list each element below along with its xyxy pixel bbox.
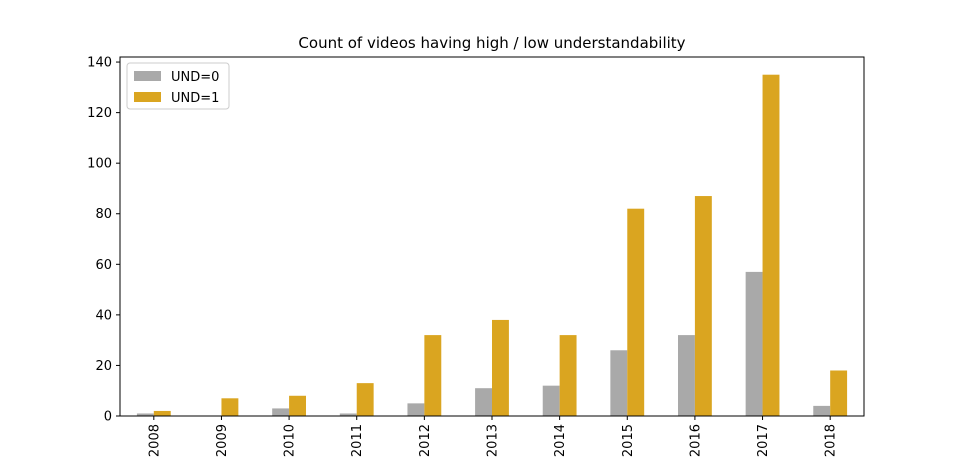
- bar-und-1-2009: [221, 398, 239, 416]
- x-tick-label: 2011: [350, 424, 365, 457]
- bar-und-1-2008: [153, 410, 171, 416]
- bar-und-1-2015: [627, 208, 645, 416]
- x-tick-label: 2009: [215, 424, 230, 457]
- bar-und-0-2018: [813, 405, 831, 416]
- bar-und-0-2015: [610, 350, 628, 416]
- legend-swatch: [134, 71, 161, 81]
- legend-label: UND=1: [171, 91, 219, 106]
- bar-und-1-2016: [694, 196, 712, 416]
- x-tick-label: 2014: [553, 424, 568, 457]
- bar-und-1-2013: [492, 319, 509, 416]
- x-axis: 2008 2009 2010 2011 2012 2013 2014 2015 2016 2017…: [147, 416, 839, 457]
- x-tick-label: 2012: [418, 424, 433, 457]
- x-tick-label: 2008: [147, 424, 162, 457]
- chart-title: Count of videos having high / low unders…: [298, 34, 685, 52]
- x-tick-label: 2017: [756, 424, 771, 457]
- y-tick-label: 0: [104, 410, 112, 425]
- x-tick-label: 2013: [486, 424, 501, 457]
- y-tick-label: 20: [95, 359, 112, 374]
- bar-und-0-2014: [542, 385, 560, 416]
- x-tick-label: 2016: [688, 424, 703, 457]
- bar-und-1-2012: [424, 335, 442, 416]
- bar-und-1-2014: [559, 335, 577, 416]
- y-tick-label: 80: [95, 207, 112, 222]
- bar-und-0-2017: [745, 271, 763, 416]
- bar-und-0-2008: [136, 413, 154, 416]
- legend-label: UND=0: [171, 70, 219, 85]
- bar-und-0-2011: [339, 413, 357, 416]
- bar-und-1-2011: [356, 383, 374, 416]
- legend-swatch: [134, 92, 161, 102]
- plot-frame: [119, 56, 865, 417]
- bar-und-0-2012: [407, 403, 425, 416]
- bars-layer: [136, 74, 848, 417]
- bar-und-0-2013: [475, 388, 492, 416]
- x-tick-label: 2010: [283, 424, 298, 457]
- bar-und-1-2017: [762, 74, 780, 417]
- y-axis: 0 20 40 60 80 100 120 140: [87, 56, 120, 425]
- x-tick-label: 2015: [621, 424, 636, 457]
- bar-und-0-2010: [272, 408, 290, 416]
- legend: UND=0 UND=1: [126, 62, 230, 110]
- bar-und-1-2018: [830, 370, 848, 416]
- y-tick-label: 120: [87, 106, 112, 121]
- x-tick-label: 2018: [824, 424, 839, 457]
- y-tick-label: 40: [95, 308, 112, 323]
- bar-und-0-2016: [678, 335, 695, 416]
- y-tick-label: 60: [95, 258, 112, 273]
- y-tick-label: 100: [87, 157, 112, 172]
- bar-und-1-2010: [289, 395, 306, 416]
- y-tick-label: 140: [87, 56, 112, 71]
